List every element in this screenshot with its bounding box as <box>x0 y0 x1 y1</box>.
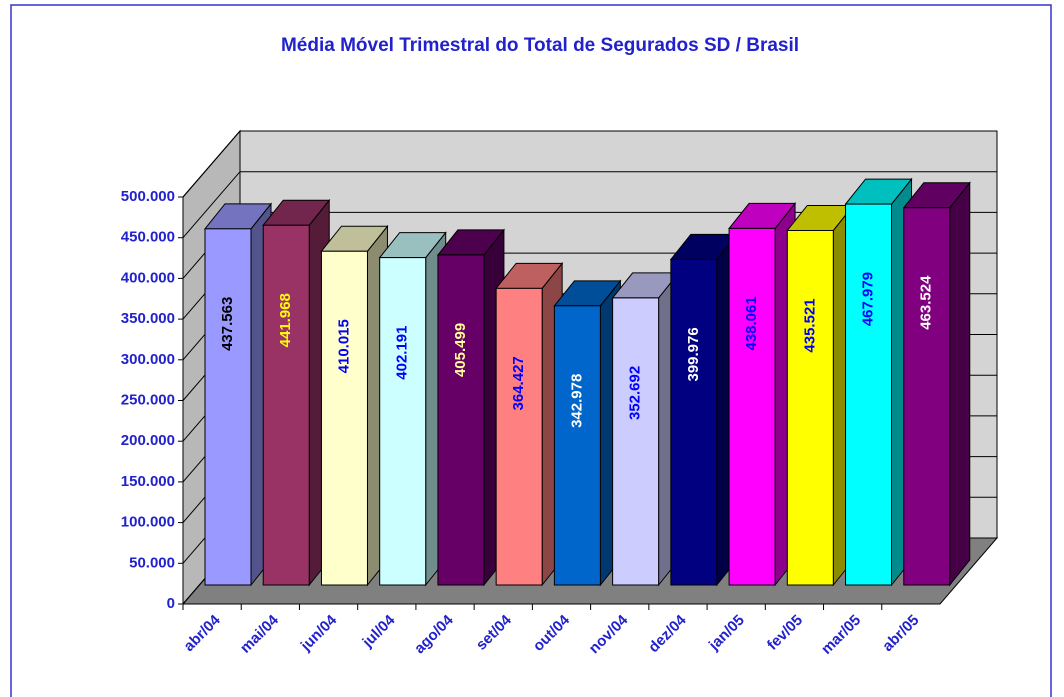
y-tick-label: 200.000 <box>121 432 175 449</box>
value-label: 441.968 <box>277 293 294 347</box>
value-label: 410.015 <box>335 319 352 373</box>
bar <box>437 254 485 586</box>
chart-title: Média Móvel Trimestral do Total de Segur… <box>281 35 799 56</box>
y-tick-label: 400.000 <box>121 269 175 286</box>
bar <box>320 250 368 586</box>
value-label: 364.427 <box>510 356 527 410</box>
bar <box>262 224 310 586</box>
bar <box>553 305 601 586</box>
y-tick-label: 450.000 <box>121 229 175 246</box>
value-label: 342.978 <box>568 374 585 428</box>
y-tick-label: 50.000 <box>129 554 175 571</box>
bar <box>728 227 776 586</box>
y-tick-label: 250.000 <box>121 391 175 408</box>
value-label: 402.191 <box>394 325 411 379</box>
bar <box>379 257 427 586</box>
bar <box>670 258 718 586</box>
y-tick-label: 150.000 <box>121 473 175 490</box>
bar <box>845 203 893 586</box>
y-tick-label: 300.000 <box>121 351 175 368</box>
bar <box>786 229 834 586</box>
grid-line <box>182 171 997 239</box>
bar <box>204 228 252 586</box>
grid-line <box>182 130 997 198</box>
value-label: 405.499 <box>452 323 469 377</box>
value-label: 399.976 <box>685 327 702 381</box>
value-label: 435.521 <box>801 298 818 352</box>
bar <box>612 297 660 586</box>
value-label: 437.563 <box>219 297 236 351</box>
value-label: 467.979 <box>860 272 877 326</box>
y-tick-label: 0 <box>167 595 175 612</box>
value-label: 463.524 <box>918 275 935 330</box>
value-label: 352.692 <box>627 366 644 420</box>
bar-side <box>949 181 971 587</box>
bar <box>495 287 543 586</box>
y-tick-label: 350.000 <box>121 310 175 327</box>
y-tick-label: 100.000 <box>121 514 175 531</box>
bar <box>903 207 951 586</box>
value-label: 438.061 <box>743 296 760 350</box>
y-tick-label: 500.000 <box>121 188 175 205</box>
